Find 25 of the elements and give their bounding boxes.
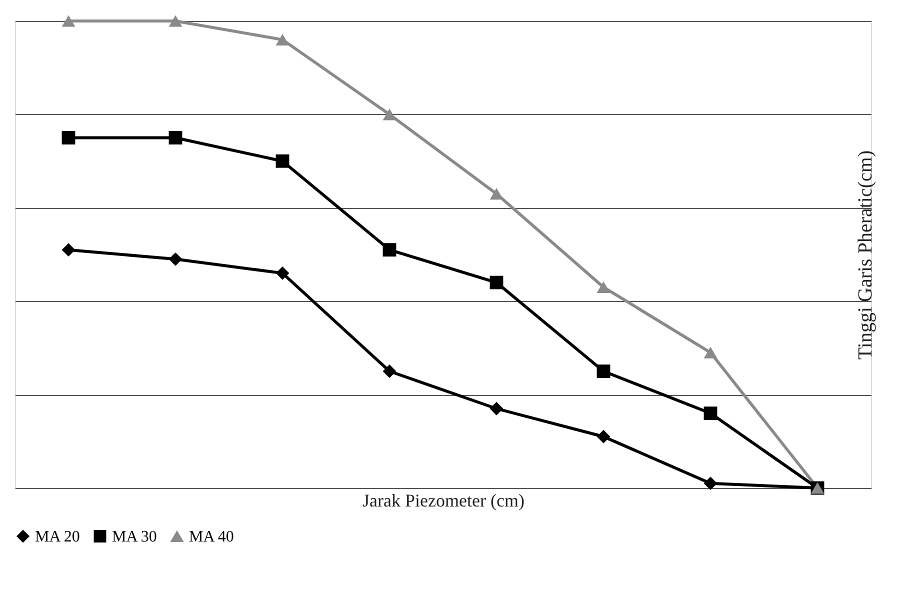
legend-label: MA 40 (189, 528, 234, 546)
point (168, 131, 182, 144)
point (62, 15, 76, 27)
point (62, 131, 76, 144)
point (490, 402, 504, 416)
point (596, 430, 610, 444)
x-axis-title: Jarak Piezometer (cm) (362, 490, 524, 510)
point (382, 108, 396, 120)
point (596, 364, 610, 378)
point (276, 154, 290, 168)
legend-label: MA 30 (112, 528, 157, 546)
point (704, 406, 718, 420)
y-axis-title: Tinggi Garis Pheratic(cm) (854, 150, 876, 360)
point (62, 243, 76, 257)
point (382, 243, 396, 257)
point (596, 281, 610, 293)
point (168, 15, 182, 27)
point (276, 34, 290, 46)
point (382, 364, 396, 378)
point (168, 252, 182, 266)
legend-label: MA 20 (35, 528, 80, 546)
point (704, 476, 718, 490)
point (704, 346, 718, 358)
point (276, 266, 290, 280)
point (490, 276, 504, 290)
